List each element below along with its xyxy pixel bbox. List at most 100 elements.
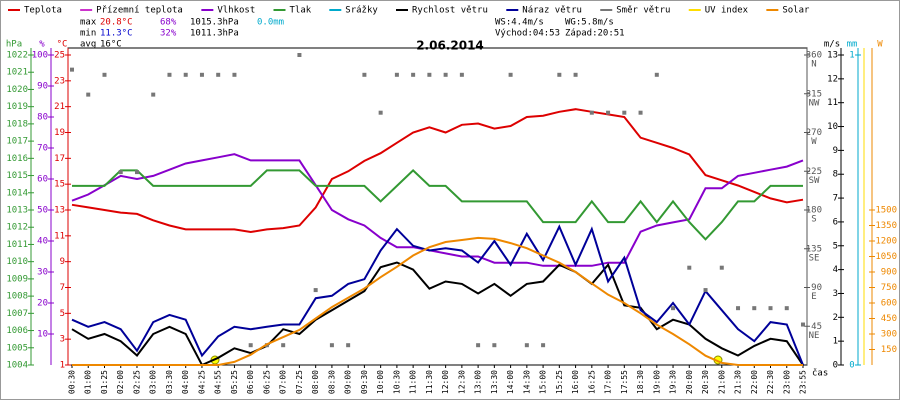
direction-point [70,67,74,72]
direction-point [151,92,156,97]
direction-point [297,53,302,57]
legend-label: Rychlost větru [412,6,488,16]
stat-value: 32% [160,29,177,39]
series-line [71,224,804,366]
y-tick-label: 1500 [875,206,897,216]
y-tick-label: 3 [833,289,838,299]
stat-value: min [80,29,96,39]
y-tick-label: 750 [881,283,897,293]
x-tick-label: 06:25 [262,370,271,394]
x-tick-label: 01:25 [100,370,109,394]
x-tick-label: 10:00 [376,370,385,394]
x-tick-label: 04:25 [197,370,206,394]
y-tick-label: 1012 [6,223,28,233]
y-tick-label: 360 [806,51,822,61]
direction-point [557,72,562,77]
stat-value: 0.0mm [257,18,284,28]
stat-value: 11.3°C [100,29,133,39]
y-tick-label: 1008 [6,292,28,302]
y-tick-label: 1200 [875,237,897,247]
axis-unit-label: °C [57,40,68,50]
plot-area [67,47,808,366]
y-tick-label: 900 [881,268,897,278]
direction-point [768,306,773,311]
y-tick-label: 270 [806,128,822,138]
x-tick-label: 13:00 [474,370,483,394]
direction-point [703,288,708,293]
y-tick-label: 23 [54,76,65,86]
y-tick-label: 300 [881,330,897,340]
axis-unit-label: W [877,40,883,50]
y-tick-label: 1014 [6,188,28,198]
direction-label: NW [809,98,820,108]
x-tick-label: 17:55 [620,370,629,394]
y-tick-label: 7 [60,283,65,293]
x-tick-label: 11:00 [409,370,418,394]
direction-point [329,343,334,348]
x-tick-label: 12:30 [457,370,466,394]
x-tick-label: 02:25 [132,370,141,394]
x-tick-label: 08:30 [327,370,336,394]
legend-label: UV index [705,6,749,16]
y-tick-label: 1017 [6,137,28,147]
legend-label: Srážky [345,6,378,16]
x-tick-label: 13:30 [490,370,499,394]
y-tick-label: 1019 [6,102,28,112]
x-tick-label: 09:30 [360,370,369,394]
direction-point [638,110,643,115]
direction-point [784,306,789,311]
y-tick-label: 11 [54,231,65,241]
direction-point [476,343,481,348]
direction-point [654,72,659,77]
y-tick-label: 1 [60,361,65,371]
y-tick-label: 2 [833,313,838,323]
y-tick-label: 1007 [6,309,28,319]
direction-label: S [811,215,816,225]
direction-point [167,72,172,77]
direction-point [801,322,805,327]
x-tick-label: 02:00 [116,370,125,394]
x-tick-label: 12:00 [441,370,450,394]
x-tick-label: 21:30 [734,370,743,394]
direction-point [589,110,594,115]
x-tick-label: 18:30 [636,370,645,394]
x-tick-label: 14:30 [522,370,531,394]
legend-label: Směr větru [616,6,670,16]
stat-value: max [80,18,97,28]
direction-label: SE [809,253,820,263]
direction-point [687,265,692,270]
legend-label: Náraz větru [522,6,582,16]
direction-point [102,72,107,77]
direction-point [719,265,724,270]
y-tick-label: 15 [54,180,65,190]
y-tick-label: 90 [37,82,48,92]
stat-value: 16°C [100,40,122,50]
direction-label: NE [809,331,820,341]
y-tick-label: 4 [833,265,838,275]
y-tick-label: 1 [833,337,838,347]
x-tick-label: 23:55 [799,370,808,394]
y-tick-label: 11 [827,98,838,108]
y-tick-label: 1021 [6,68,28,78]
direction-label: N [811,60,816,70]
direction-point [394,72,399,77]
y-tick-label: 1 [849,51,854,61]
y-tick-label: 100 [32,51,48,61]
direction-point [216,72,221,77]
direction-point [427,72,432,77]
direction-point [573,72,578,77]
y-tick-label: 0 [833,361,838,371]
stat-value: avg [80,40,96,50]
x-tick-label: 03:30 [165,370,174,394]
direction-point [671,306,676,311]
y-tick-label: 1005 [6,343,28,353]
chart-title: 2.06.2014 [416,39,484,53]
y-tick-label: 225 [806,167,822,177]
y-tick-label: 8 [833,170,838,180]
direction-point [378,110,383,115]
y-tick-label: 12 [827,74,838,84]
y-tick-label: 25 [54,51,65,61]
x-tick-label: 04:00 [181,370,190,394]
direction-point [492,343,497,348]
stat-value: 1011.3hPa [190,29,239,39]
